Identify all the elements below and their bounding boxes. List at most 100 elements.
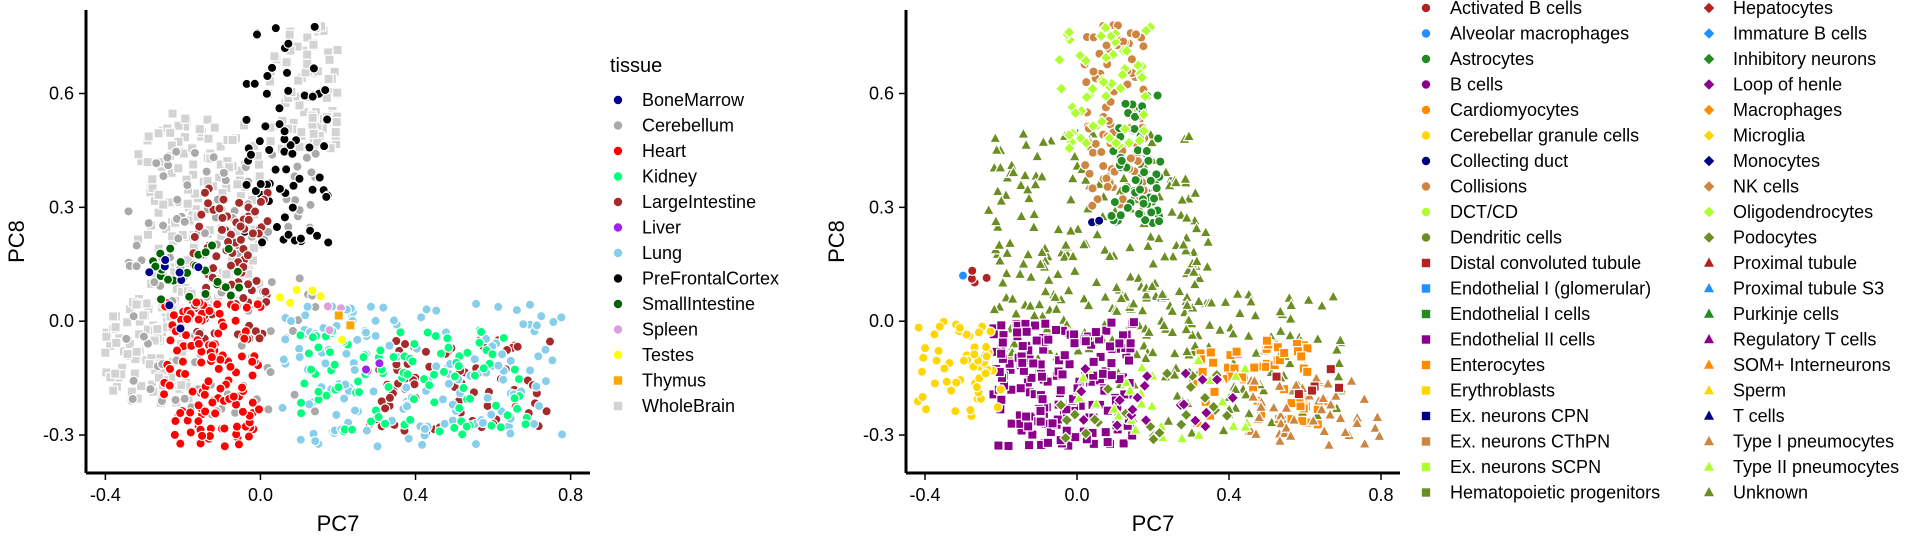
point-kidney: [313, 342, 324, 353]
point-largeintestine: [243, 214, 254, 226]
x-tick-label: 0.4: [1216, 485, 1241, 505]
point-lung: [540, 375, 552, 387]
point-unknown: [1009, 306, 1023, 319]
point-unknown: [1326, 289, 1340, 302]
point-wholebrain: [323, 73, 334, 85]
point-wholebrain: [111, 337, 122, 349]
point-kidney: [303, 348, 315, 359]
point-unknown: [1177, 237, 1191, 250]
legend: tissue BoneMarrow Cerebellum Heart Kidney Lar…: [610, 55, 779, 416]
point-prefrontalcortex: [249, 78, 260, 89]
point-wholebrain: [165, 127, 176, 139]
point-astrocytes: [1153, 216, 1165, 227]
point-unknown: [1190, 221, 1204, 234]
point-wholebrain: [182, 198, 193, 209]
point-unknown: [1158, 249, 1172, 262]
point-unknown: [982, 203, 996, 216]
legend-swatch: [1421, 54, 1431, 64]
point-unknown: [1014, 178, 1028, 191]
point-cerebellar-granule-cells: [981, 351, 992, 362]
point-lung: [277, 402, 288, 414]
point-cerebellar-granule-cells: [951, 377, 962, 388]
legend-item: Microglia: [1703, 126, 1806, 146]
point-testes: [307, 285, 318, 296]
point-heart: [239, 333, 250, 344]
point-unknown: [1142, 325, 1156, 338]
point-kidney: [428, 369, 440, 380]
point-unknown: [1071, 343, 1085, 356]
point-prefrontalcortex: [274, 103, 285, 114]
point-unknown: [1098, 289, 1112, 302]
point-loop-of-henle: [1078, 362, 1092, 376]
point-lung: [470, 298, 482, 310]
point-heart: [215, 354, 226, 365]
point-wholebrain: [101, 331, 112, 342]
point-endothelial-ii-cells: [1028, 358, 1039, 369]
point-prefrontalcortex: [274, 118, 285, 130]
point-oligodendrocytes: [1080, 90, 1094, 104]
point-oligodendrocytes: [1095, 114, 1109, 129]
point-type-ii-pneumocytes: [1175, 431, 1189, 444]
legend-label: B cells: [1450, 75, 1503, 95]
point-enterocytes: [1296, 351, 1307, 362]
point-prefrontalcortex: [281, 67, 293, 79]
point-cerebellar-granule-cells: [941, 376, 953, 387]
point-heart: [165, 335, 176, 346]
point-unknown: [1027, 308, 1041, 321]
point-lung: [505, 428, 516, 439]
point-heart: [169, 429, 181, 441]
point-astrocytes: [1133, 208, 1145, 220]
point-enterocytes: [1272, 342, 1284, 353]
point-type-i-pneumocytes: [1287, 412, 1301, 425]
legend-label: Type I pneumocytes: [1733, 432, 1894, 452]
point-endothelial-ii-cells: [1087, 370, 1099, 381]
legend-label: Type II pneumocytes: [1733, 457, 1899, 477]
point-heart: [219, 441, 230, 452]
point-unknown: [1126, 296, 1141, 309]
point-bonemarrow: [164, 300, 175, 311]
point-oligodendrocytes: [1062, 141, 1076, 155]
legend-swatch: [1703, 461, 1715, 471]
point-endothelial-ii-cells: [1114, 338, 1125, 349]
point-unknown: [1027, 220, 1041, 233]
point-kidney: [478, 363, 489, 374]
point-kidney: [502, 410, 513, 421]
point-unknown: [1185, 425, 1199, 438]
point-unknown: [1028, 177, 1043, 190]
point-loop-of-henle: [1139, 413, 1153, 427]
point-lung: [278, 354, 289, 365]
point-activated-b-cells: [981, 272, 992, 284]
point-type-ii-pneumocytes: [1215, 394, 1229, 407]
legend-item: Type II pneumocytes: [1703, 457, 1899, 477]
point-bonemarrow: [174, 267, 185, 278]
legend-label: Collisions: [1450, 177, 1527, 197]
point-kidney: [299, 378, 310, 389]
point-loop-of-henle: [1210, 373, 1224, 387]
point-type-i-pneumocytes: [1372, 429, 1386, 442]
point-kidney: [490, 400, 502, 411]
point-liver: [374, 358, 385, 369]
point-cerebellum: [172, 194, 183, 205]
legend-swatch: [1703, 232, 1715, 243]
point-unknown: [1333, 333, 1347, 346]
point-loop-of-henle: [1130, 390, 1145, 405]
point-cerebellum: [121, 333, 132, 345]
tissue-scatter-panel: -0.4 0.0 0.4 0.8 -0.3 0.0 0.3 0.6 PC7 PC8 tissue Bo…: [4, 10, 779, 536]
point-unknown: [1302, 292, 1316, 305]
point-prefrontalcortex: [314, 172, 325, 183]
point-oligodendrocytes: [1113, 81, 1128, 95]
legend-item: Thymus: [613, 371, 706, 391]
legend-swatch: [613, 146, 623, 156]
point-cerebellum: [131, 261, 142, 272]
point-prefrontalcortex: [283, 85, 294, 97]
point-oligodendrocytes: [1109, 136, 1123, 150]
point-lung: [378, 302, 389, 313]
point-prefrontalcortex: [251, 29, 263, 40]
point-prefrontalcortex: [294, 173, 305, 184]
point-prefrontalcortex: [262, 70, 273, 82]
point-astrocytes: [1151, 169, 1162, 180]
point-cerebellum: [123, 206, 134, 217]
point-kidney: [429, 397, 440, 408]
point-kidney: [495, 422, 506, 433]
point-testes: [336, 334, 348, 346]
